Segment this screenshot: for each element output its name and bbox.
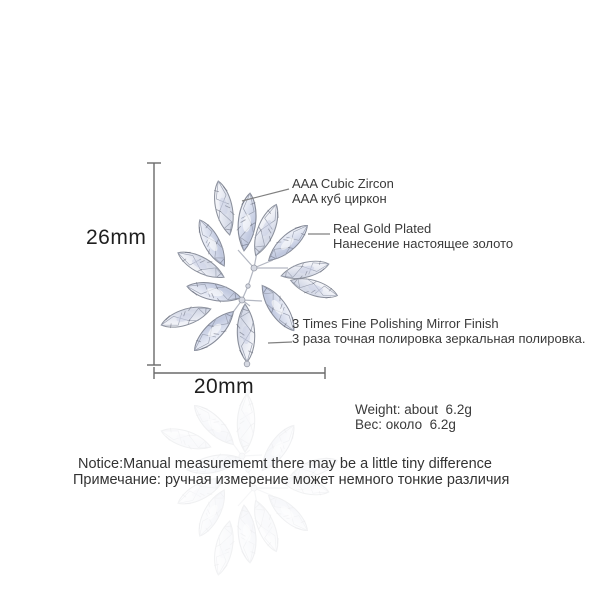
- weight-text: Weight: about 6.2g Вес: около 6.2g: [355, 402, 472, 432]
- weight-text-en: Weight: about 6.2g: [355, 402, 472, 417]
- callout-polish-ru: 3 раза точная полировка зеркальная полир…: [292, 330, 586, 346]
- notice-text: Notice:Manual measurememt there may be a…: [73, 456, 509, 488]
- callout-zircon: AAA Cubic Zircon AAA куб циркон: [292, 176, 394, 206]
- callout-polish: 3 Times Fine Polishing Mirror Finish 3 р…: [292, 316, 586, 346]
- leader-lines: [241, 188, 330, 344]
- callout-gold-plated-ru: Нанесение настоящее золото: [333, 235, 514, 251]
- dimension-lines: [147, 162, 326, 379]
- width-measurement-label: 20mm: [193, 375, 255, 398]
- callout-gold-plated-en: Real Gold Plated: [333, 221, 432, 236]
- callout-zircon-en: AAA Cubic Zircon: [292, 176, 394, 191]
- callout-polish-en: 3 Times Fine Polishing Mirror Finish: [292, 316, 499, 331]
- callout-zircon-ru: AAA куб циркон: [292, 190, 387, 206]
- notice-text-en: Notice:Manual measurememt there may be a…: [78, 456, 492, 472]
- weight-text-ru: Вес: около 6.2g: [355, 417, 456, 432]
- height-measurement-label: 26mm: [86, 226, 147, 249]
- notice-text-ru: Примечание: ручная измерение может немно…: [73, 472, 510, 488]
- callout-gold-plated: Real Gold Plated Нанесение настоящее зол…: [333, 221, 514, 251]
